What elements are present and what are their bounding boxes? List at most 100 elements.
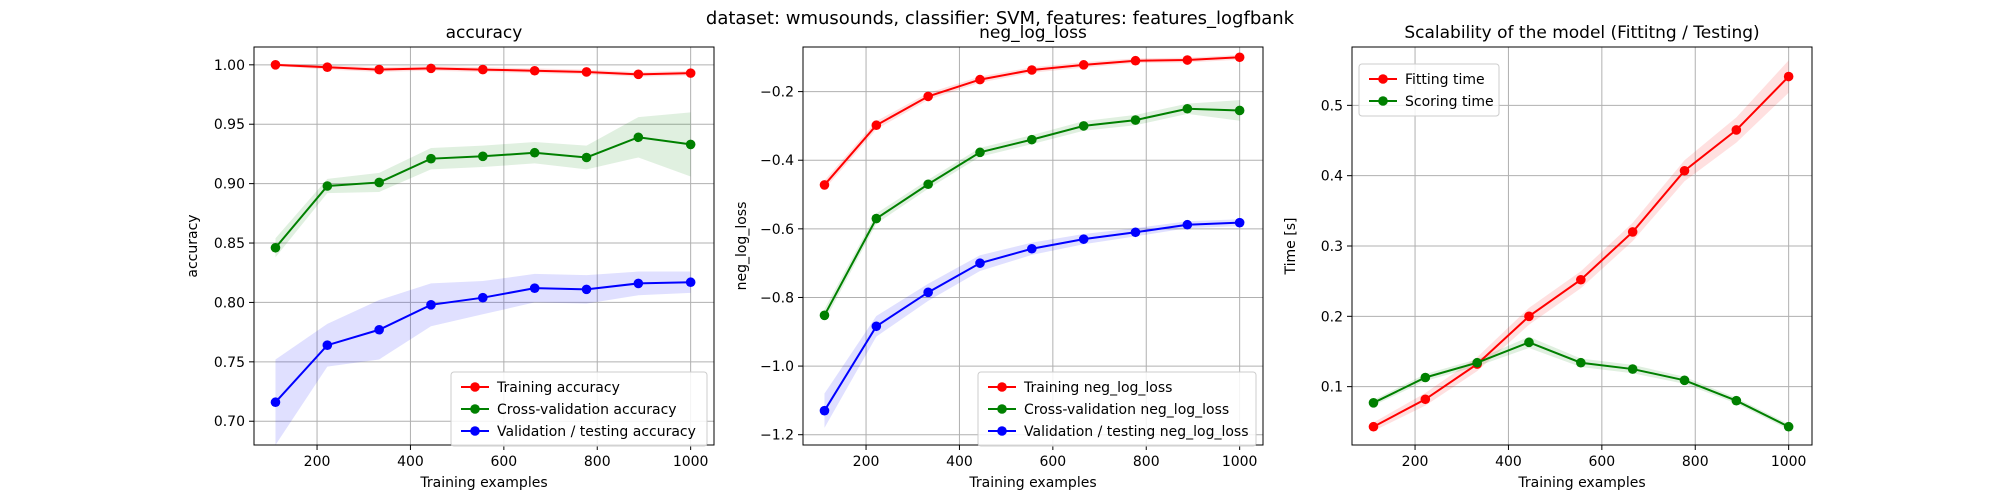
chart-3: 200 400 600 800 1000 0.1 0.2 0.3 0.4 0.5 Scalabili… [1283, 23, 1813, 491]
x-tick-label: 1000 [1222, 454, 1258, 470]
y-tick-label: −0.8 [760, 290, 794, 306]
data-point [1078, 121, 1089, 131]
legend-marker [470, 404, 480, 414]
x-tick-label: 400 [1495, 454, 1522, 470]
legend-label: Scoring time [1405, 94, 1494, 110]
data-point [374, 64, 384, 75]
data-point [1783, 71, 1794, 82]
legend-marker [997, 382, 1007, 392]
legend-marker [997, 404, 1007, 414]
figure-suptitle: dataset: wmusounds, classifier: SVM, fea… [705, 8, 1295, 29]
data-point [1078, 234, 1089, 244]
data-point [923, 91, 933, 102]
legend-label: Training accuracy [496, 380, 620, 396]
x-tick-label: 200 [1402, 454, 1429, 470]
legend-label: Cross-validation accuracy [497, 402, 677, 418]
y-tick-label: −0.4 [760, 153, 794, 169]
x-tick-label: 200 [304, 454, 331, 470]
data-point [819, 180, 830, 190]
data-point [975, 258, 985, 268]
data-point [819, 405, 830, 416]
legend-marker [1378, 74, 1388, 84]
data-point [1182, 219, 1193, 230]
data-point [685, 277, 696, 288]
y-tick-label: 0.70 [214, 414, 245, 430]
data-point [1368, 398, 1379, 408]
y-tick-label: −0.2 [760, 85, 794, 101]
data-point [1027, 243, 1037, 254]
data-point [478, 151, 488, 162]
data-point [1027, 65, 1037, 75]
data-point [975, 147, 985, 158]
y-tick-label: −1.2 [760, 428, 794, 444]
data-point [529, 147, 540, 158]
data-point [529, 65, 540, 76]
series-band [275, 112, 691, 258]
data-point [1576, 274, 1586, 285]
legend-label: Training neg_log_loss [1023, 380, 1172, 396]
data-point [1679, 375, 1690, 386]
data-point [478, 64, 488, 75]
y-tick-label: 0.1 [1321, 380, 1343, 396]
y-axis-label: neg_log_loss [734, 202, 750, 291]
data-point [1731, 395, 1742, 406]
x-tick-label: 200 [853, 454, 880, 470]
x-tick-label: 1000 [673, 454, 709, 470]
legend: Training accuracy Cross-validation accura… [450, 371, 708, 447]
data-point [270, 397, 281, 408]
y-tick-label: 0.75 [214, 355, 245, 371]
data-point [685, 68, 696, 78]
data-point [322, 62, 333, 72]
data-point [871, 120, 882, 131]
data-point [1524, 337, 1534, 348]
series-line [1373, 341, 1790, 428]
y-tick-label: 0.85 [214, 236, 245, 252]
data-point [975, 74, 985, 85]
legend-marker [470, 426, 480, 436]
chart-title: accuracy [446, 23, 523, 43]
x-tick-label: 800 [1682, 454, 1709, 470]
y-tick-label: −0.6 [760, 222, 794, 238]
data-point [1130, 115, 1141, 125]
legend-label: Validation / testing neg_log_loss [1024, 424, 1249, 440]
data-point [1627, 364, 1638, 374]
data-point [1679, 165, 1690, 176]
x-tick-label: 600 [490, 454, 517, 470]
data-point [1576, 357, 1586, 368]
y-tick-label: −1.0 [760, 359, 794, 375]
data-point [871, 321, 882, 332]
data-point [923, 179, 933, 190]
y-tick-label: 0.80 [214, 295, 245, 311]
series-band [824, 54, 1240, 190]
data-point [374, 324, 384, 335]
data-point [1130, 55, 1141, 66]
legend-marker [997, 426, 1007, 436]
legend-label: Validation / testing accuracy [497, 424, 696, 440]
y-tick-label: 0.95 [214, 117, 245, 133]
data-point [633, 278, 644, 289]
legend: Training neg_log_loss Cross-validation ne… [977, 371, 1257, 447]
data-point [1420, 394, 1431, 405]
chart-2: 200 400 600 800 1000 −1.2 −1.0 −0.8 −0.6 −0.4 −0.2… [734, 23, 1264, 491]
data-point [1472, 357, 1482, 368]
data-point [581, 67, 592, 77]
x-tick-label: 400 [397, 454, 424, 470]
x-axis-label: Training examples [968, 475, 1096, 491]
legend-box [450, 371, 708, 447]
data-point [1234, 52, 1245, 63]
legend-label: Fitting time [1405, 72, 1485, 88]
data-point [581, 284, 592, 295]
y-axis-label: Time [s] [1283, 218, 1299, 276]
x-tick-label: 800 [1133, 454, 1160, 470]
data-point [1027, 134, 1037, 145]
data-point [871, 213, 882, 224]
data-point [1627, 227, 1638, 237]
data-point [270, 60, 281, 70]
series-band [1373, 336, 1789, 430]
chart-title: Scalability of the model (Fittitng / Tes… [1404, 23, 1759, 43]
data-point [633, 69, 644, 80]
data-point [1420, 372, 1431, 383]
data-point [426, 300, 436, 310]
data-point [819, 310, 830, 321]
